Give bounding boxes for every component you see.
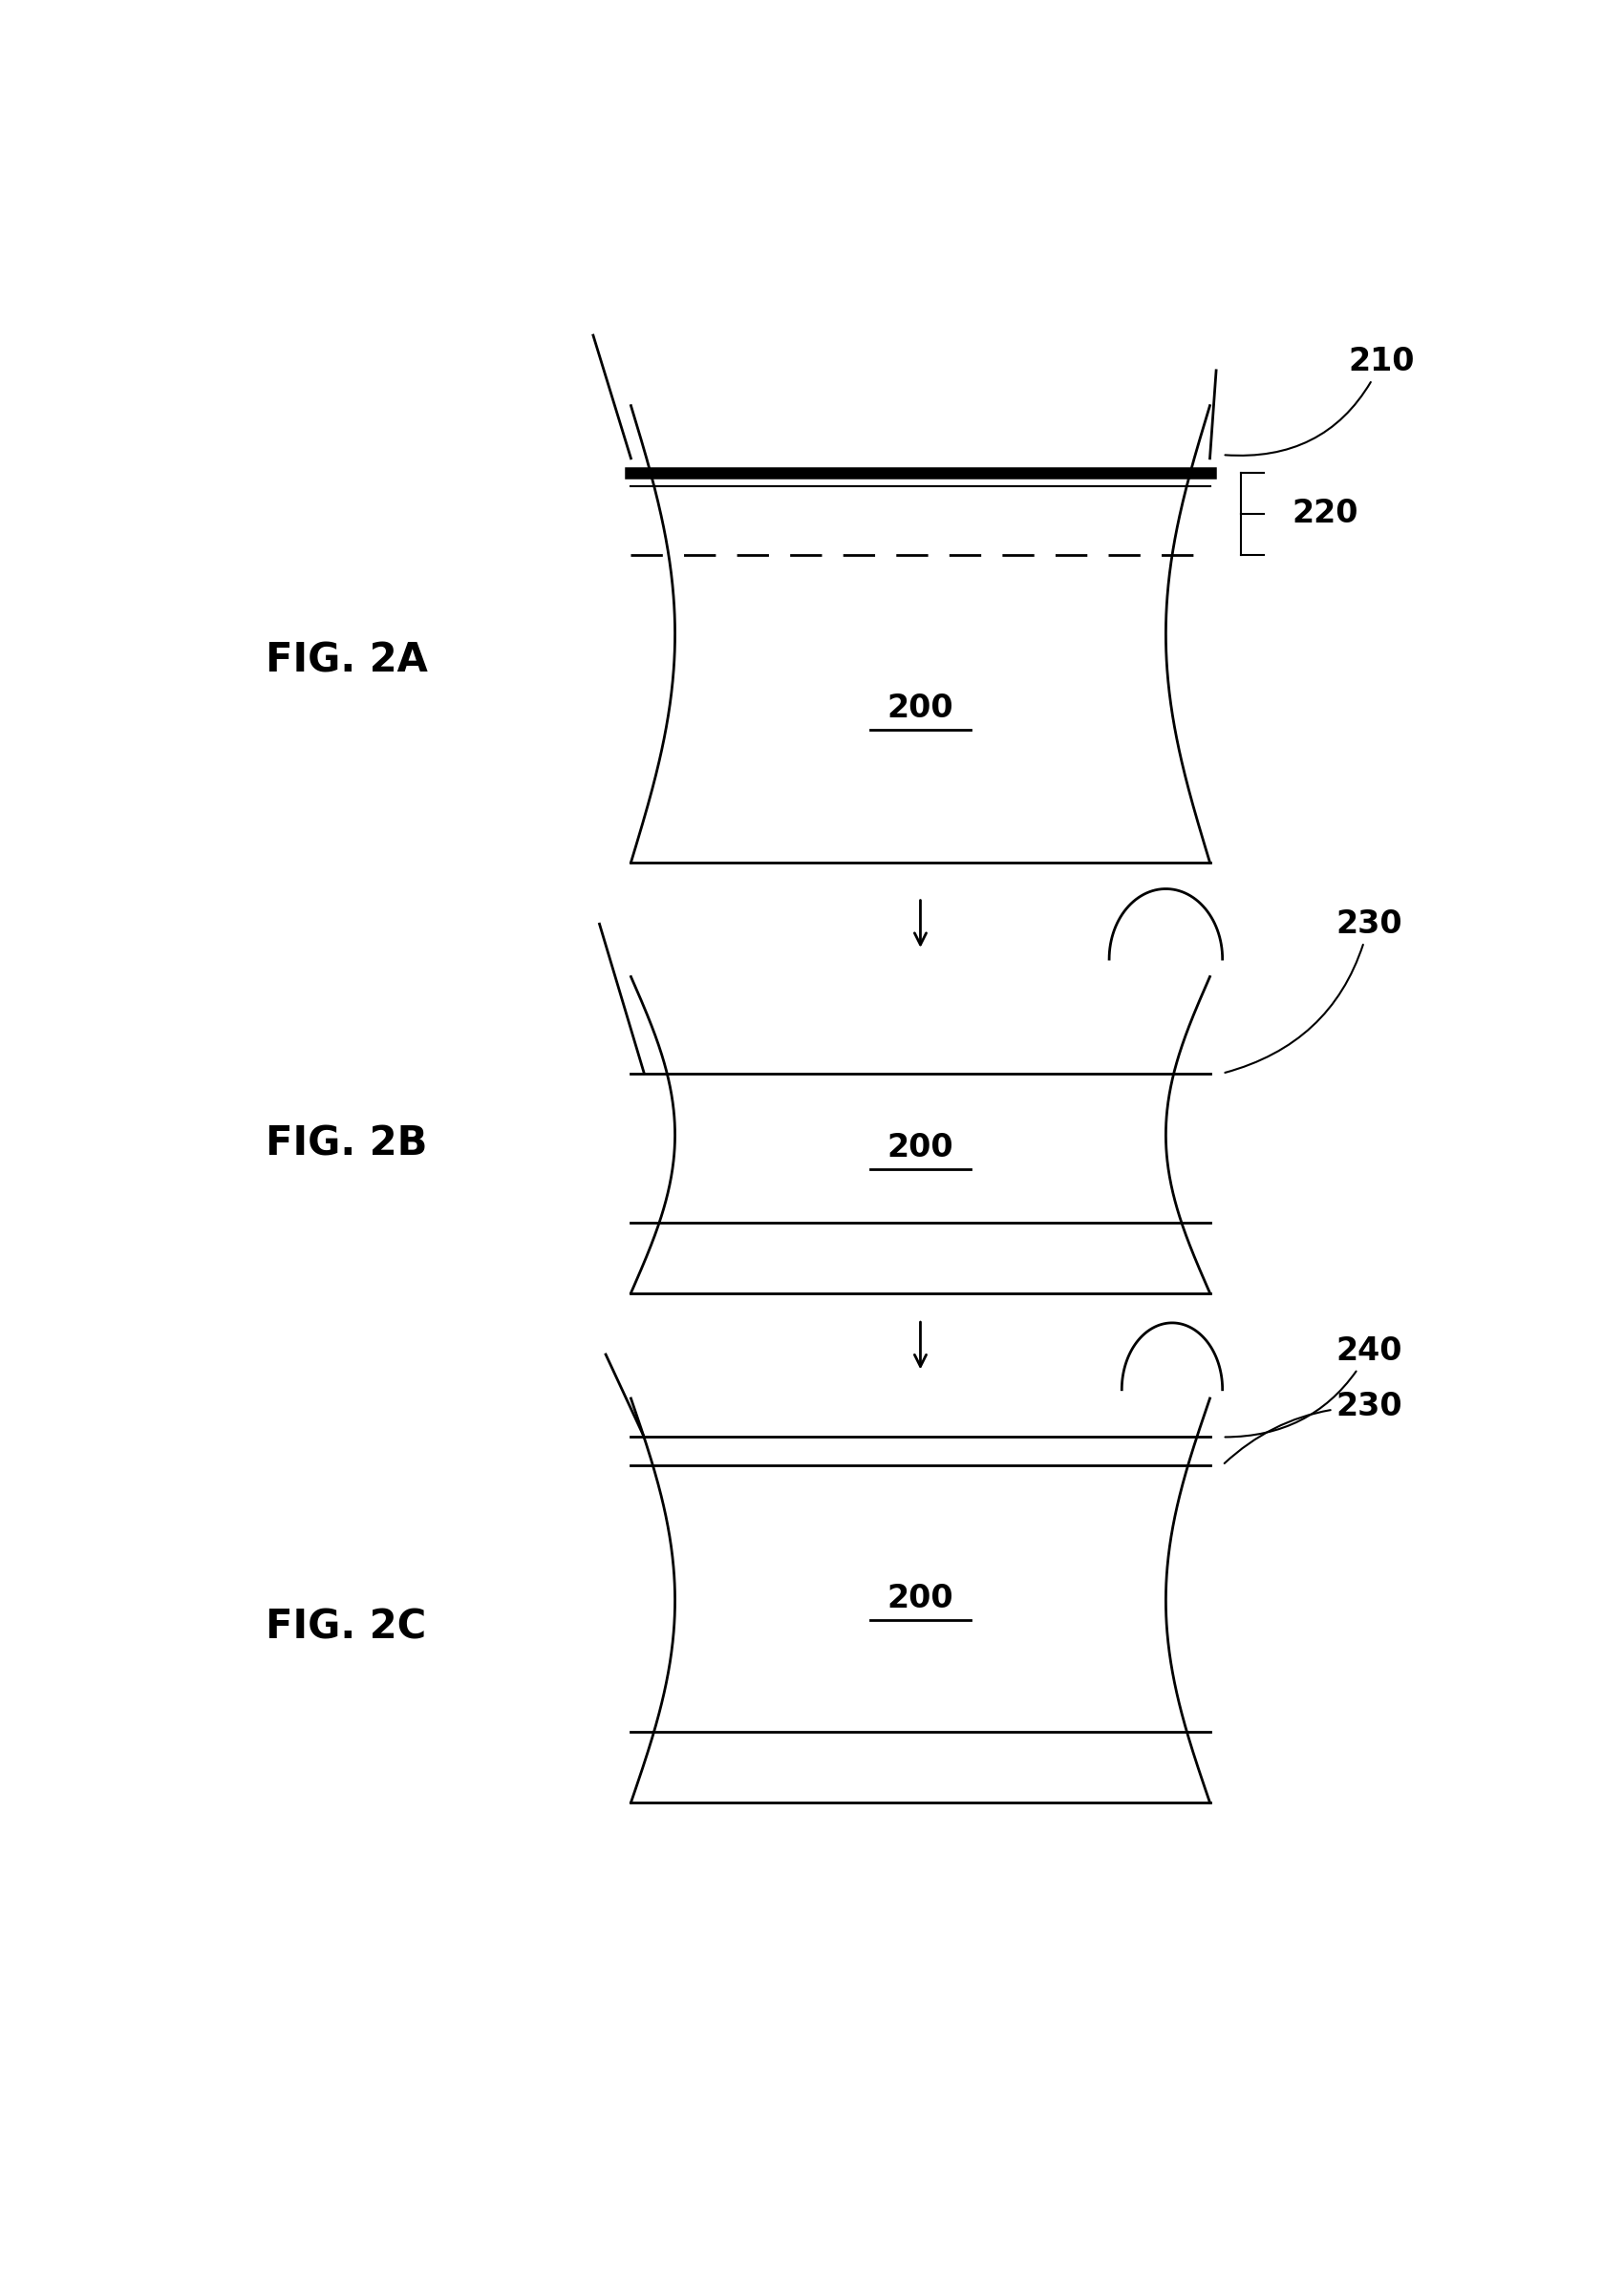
Text: 230: 230 xyxy=(1224,908,1402,1073)
Text: 210: 210 xyxy=(1224,345,1415,456)
Text: 200: 200 xyxy=(887,1132,953,1164)
Text: 240: 240 xyxy=(1224,1335,1402,1438)
Text: 230: 230 xyxy=(1224,1392,1402,1463)
Text: FIG. 2A: FIG. 2A xyxy=(266,641,429,680)
Text: FIG. 2C: FIG. 2C xyxy=(266,1607,427,1648)
Text: 200: 200 xyxy=(887,1584,953,1613)
Text: 200: 200 xyxy=(887,694,953,723)
Text: 220: 220 xyxy=(1291,497,1358,529)
Text: FIG. 2B: FIG. 2B xyxy=(266,1123,427,1164)
